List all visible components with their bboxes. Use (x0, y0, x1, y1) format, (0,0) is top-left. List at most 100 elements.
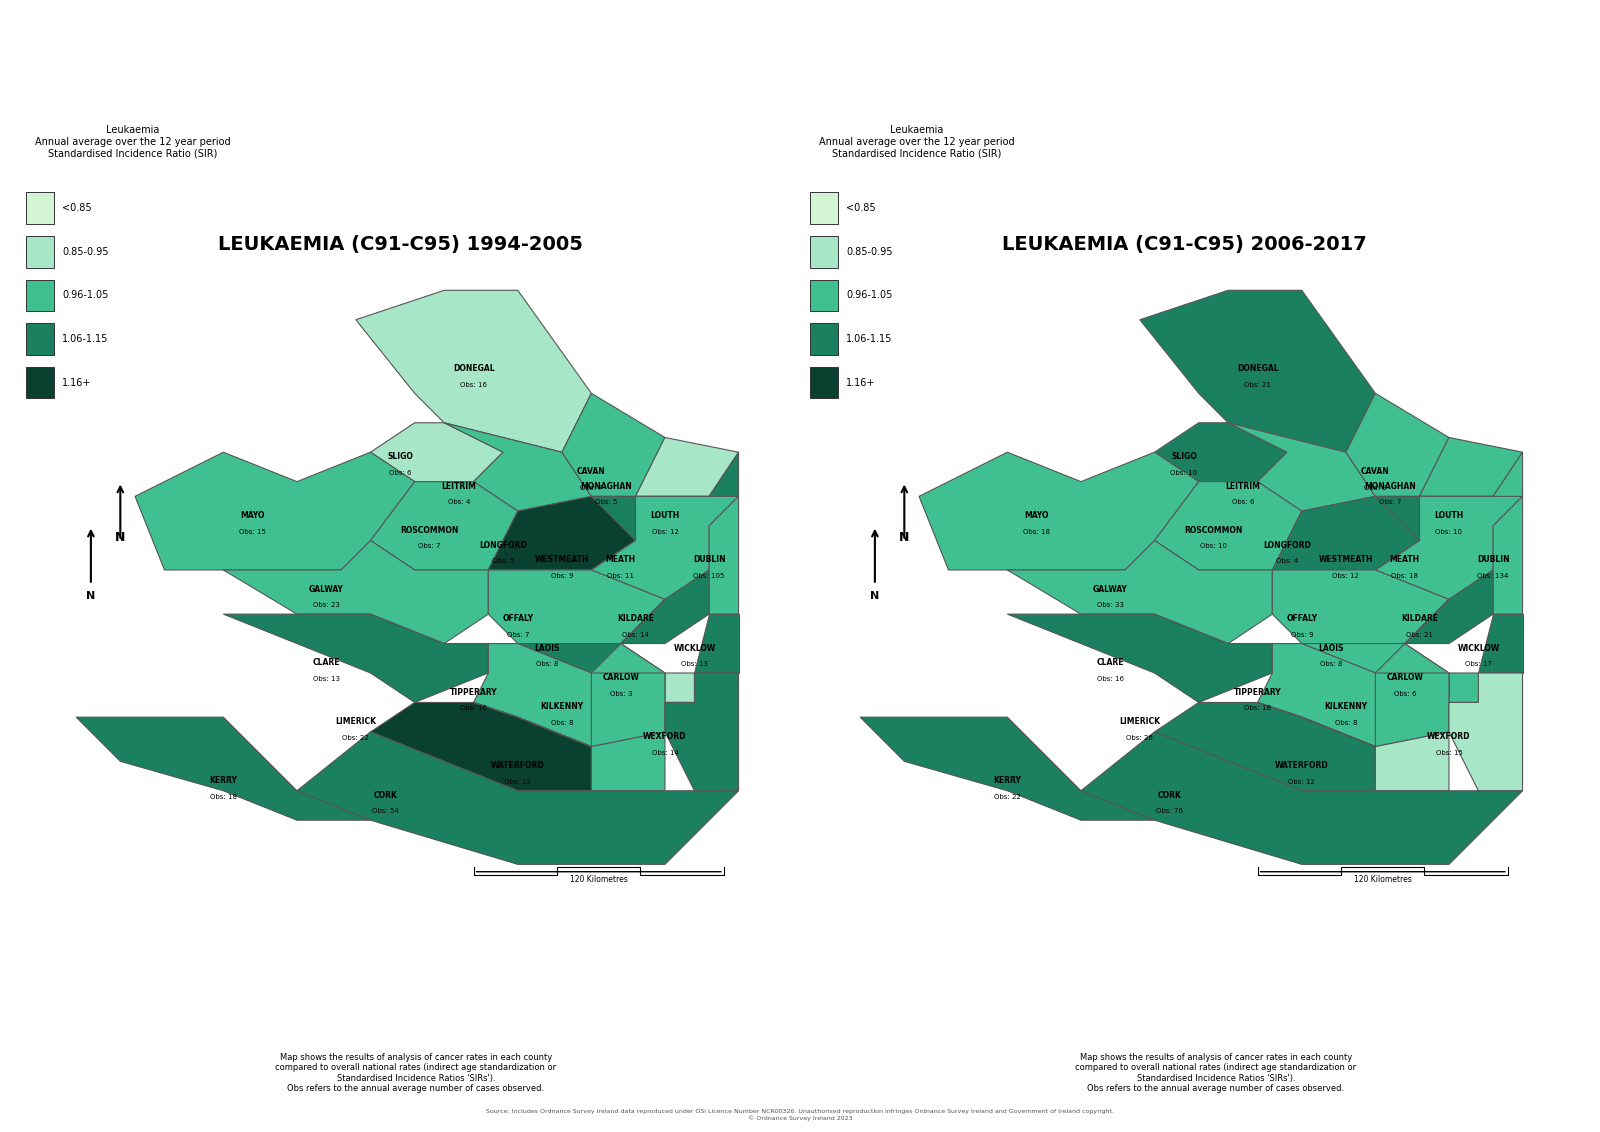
Text: Obs: 105: Obs: 105 (693, 573, 725, 578)
Text: Obs: 16: Obs: 16 (1098, 676, 1123, 681)
Text: Map shows the results of analysis of cancer rates in each county
compared to ove: Map shows the results of analysis of can… (1075, 1053, 1357, 1094)
Text: Obs: 8: Obs: 8 (1334, 720, 1357, 726)
Text: LEITRIM: LEITRIM (1226, 481, 1261, 490)
FancyBboxPatch shape (810, 192, 838, 224)
Polygon shape (592, 496, 709, 600)
Text: OFFALY: OFFALY (1286, 615, 1317, 623)
Polygon shape (1258, 644, 1450, 747)
Text: LONGFORD: LONGFORD (1262, 540, 1310, 549)
Polygon shape (694, 615, 739, 674)
Text: MONAGHAN: MONAGHAN (1365, 481, 1416, 490)
Text: Obs: 18: Obs: 18 (1392, 573, 1418, 578)
Text: 1.16+: 1.16+ (62, 378, 91, 387)
Text: Obs: 7: Obs: 7 (507, 632, 530, 637)
Text: Obs: 14: Obs: 14 (622, 632, 650, 637)
Text: Obs: 13: Obs: 13 (314, 676, 339, 681)
Polygon shape (1155, 422, 1286, 481)
Text: Obs: 8: Obs: 8 (1365, 484, 1387, 490)
Text: Obs: 22: Obs: 22 (342, 735, 370, 740)
Text: N: N (899, 531, 909, 543)
Text: Obs: 21: Obs: 21 (1406, 632, 1434, 637)
Text: Obs: 12: Obs: 12 (1288, 779, 1315, 784)
Text: OFFALY: OFFALY (502, 615, 533, 623)
FancyBboxPatch shape (26, 324, 54, 355)
Text: MONAGHAN: MONAGHAN (581, 481, 632, 490)
Text: Obs: 16: Obs: 16 (461, 705, 486, 711)
Text: Obs: 12: Obs: 12 (651, 529, 678, 534)
Polygon shape (1155, 703, 1376, 791)
Text: DONEGAL: DONEGAL (453, 363, 494, 372)
Polygon shape (709, 496, 739, 615)
Text: DUBLIN: DUBLIN (693, 555, 725, 564)
Text: LEITRIM: LEITRIM (442, 481, 477, 490)
Text: Obs: 26: Obs: 26 (1126, 735, 1154, 740)
Polygon shape (1450, 674, 1523, 703)
Title: LEUKAEMIA (C91-C95) 1994-2005: LEUKAEMIA (C91-C95) 1994-2005 (218, 234, 582, 254)
Polygon shape (1082, 732, 1523, 865)
Polygon shape (474, 644, 666, 747)
Text: LONGFORD: LONGFORD (478, 540, 526, 549)
Text: LAOIS: LAOIS (534, 644, 560, 652)
Polygon shape (1155, 481, 1302, 569)
Polygon shape (621, 569, 709, 644)
Polygon shape (592, 496, 739, 600)
Text: WICKLOW: WICKLOW (1458, 644, 1499, 652)
Text: Obs: 10: Obs: 10 (1435, 529, 1462, 534)
FancyBboxPatch shape (810, 324, 838, 355)
Text: LOUTH: LOUTH (1434, 511, 1464, 520)
Text: KILDARE: KILDARE (1402, 615, 1438, 623)
Text: CARLOW: CARLOW (602, 674, 640, 681)
Text: N: N (86, 591, 96, 601)
Text: SLIGO: SLIGO (1171, 452, 1197, 461)
Text: WATERFORD: WATERFORD (1275, 762, 1328, 770)
Text: CAVAN: CAVAN (578, 466, 606, 475)
Polygon shape (371, 481, 518, 569)
Text: Obs: 11: Obs: 11 (608, 573, 634, 578)
Text: Obs: 5: Obs: 5 (491, 558, 514, 564)
Polygon shape (355, 290, 592, 452)
Text: Obs: 33: Obs: 33 (1098, 602, 1123, 608)
Polygon shape (1139, 290, 1376, 452)
Polygon shape (1229, 422, 1376, 511)
Polygon shape (1419, 437, 1523, 496)
Text: WESTMEATH: WESTMEATH (534, 555, 589, 564)
Text: WESTMEATH: WESTMEATH (1318, 555, 1373, 564)
Text: Obs: 6: Obs: 6 (389, 470, 411, 475)
Text: Leukaemia
Annual average over the 12 year period
Standardised Incidence Ratio (S: Leukaemia Annual average over the 12 yea… (819, 126, 1014, 158)
Text: WEXFORD: WEXFORD (1427, 732, 1470, 740)
Text: Obs: 15: Obs: 15 (1435, 749, 1462, 755)
Polygon shape (1493, 496, 1523, 615)
Text: Obs: 6: Obs: 6 (1394, 691, 1416, 696)
Polygon shape (474, 703, 666, 791)
Text: KERRY: KERRY (210, 777, 237, 784)
Text: Map shows the results of analysis of cancer rates in each county
compared to ove: Map shows the results of analysis of can… (275, 1053, 557, 1094)
Polygon shape (666, 674, 739, 703)
Polygon shape (1376, 674, 1450, 747)
Text: 1.06-1.15: 1.06-1.15 (62, 334, 109, 344)
Text: N: N (115, 531, 125, 543)
Polygon shape (709, 452, 739, 525)
Text: Obs: 13: Obs: 13 (682, 661, 707, 667)
Text: Obs: 9: Obs: 9 (1291, 632, 1314, 637)
Text: 0.85-0.95: 0.85-0.95 (62, 247, 109, 257)
Text: Leukaemia
Annual average over the 12 year period
Standardised Incidence Ratio (S: Leukaemia Annual average over the 12 yea… (35, 126, 230, 158)
Polygon shape (1478, 615, 1523, 674)
FancyBboxPatch shape (26, 367, 54, 398)
Text: WICKLOW: WICKLOW (674, 644, 715, 652)
Polygon shape (488, 569, 666, 644)
Polygon shape (1302, 600, 1450, 674)
FancyBboxPatch shape (26, 192, 54, 224)
Polygon shape (1008, 615, 1272, 703)
FancyBboxPatch shape (810, 280, 838, 311)
Text: Obs: 23: Obs: 23 (314, 602, 339, 608)
Text: CORK: CORK (1157, 791, 1181, 800)
Polygon shape (1258, 703, 1450, 791)
Text: GALWAY: GALWAY (309, 585, 344, 593)
Text: WEXFORD: WEXFORD (643, 732, 686, 740)
Polygon shape (666, 674, 739, 791)
Text: ROSCOMMON: ROSCOMMON (1184, 525, 1243, 534)
Text: CORK: CORK (373, 791, 397, 800)
Text: <0.85: <0.85 (846, 204, 875, 213)
Text: Obs: 3: Obs: 3 (610, 691, 632, 696)
Text: Obs: 14: Obs: 14 (651, 749, 678, 755)
